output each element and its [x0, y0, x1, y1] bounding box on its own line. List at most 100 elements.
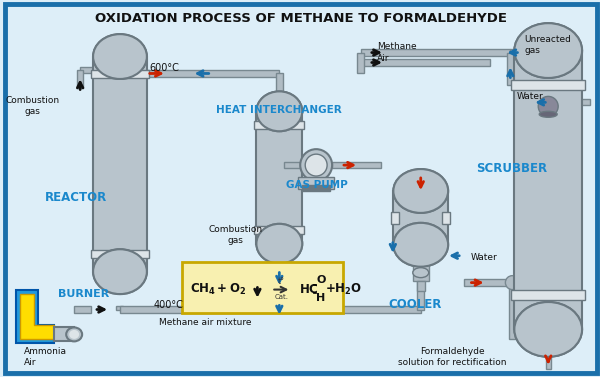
Text: O: O	[316, 274, 326, 285]
Circle shape	[564, 209, 570, 215]
Bar	[415, 197, 417, 239]
Circle shape	[564, 269, 570, 275]
Bar	[138, 63, 140, 266]
Circle shape	[520, 137, 526, 143]
Circle shape	[531, 173, 537, 179]
Bar	[361, 59, 490, 66]
Ellipse shape	[394, 169, 448, 213]
Circle shape	[531, 161, 537, 167]
Circle shape	[520, 257, 526, 263]
Circle shape	[542, 185, 548, 191]
Circle shape	[538, 97, 558, 116]
Circle shape	[542, 113, 548, 119]
Ellipse shape	[93, 34, 147, 79]
Bar	[332, 162, 348, 168]
Circle shape	[300, 149, 332, 181]
Bar	[102, 63, 104, 266]
Bar	[271, 117, 272, 238]
Text: $\mathbf{+ H_2O}$: $\mathbf{+ H_2O}$	[325, 282, 362, 297]
Ellipse shape	[514, 302, 582, 357]
Bar	[262, 115, 297, 240]
Circle shape	[542, 257, 548, 263]
Circle shape	[531, 257, 537, 263]
Ellipse shape	[93, 34, 147, 79]
Bar	[358, 52, 364, 74]
Text: Ammonia: Ammonia	[25, 347, 67, 356]
Bar	[507, 52, 514, 86]
Bar	[543, 339, 553, 353]
Circle shape	[531, 125, 537, 131]
Ellipse shape	[66, 328, 82, 341]
Circle shape	[542, 269, 548, 275]
Circle shape	[542, 173, 548, 179]
Bar	[80, 67, 106, 74]
Ellipse shape	[69, 330, 79, 339]
Circle shape	[564, 257, 570, 263]
Bar	[276, 274, 283, 310]
Text: 400°C: 400°C	[154, 299, 184, 310]
Bar	[429, 197, 431, 239]
Ellipse shape	[256, 91, 302, 131]
Bar	[277, 117, 278, 238]
Circle shape	[564, 245, 570, 251]
Circle shape	[520, 185, 526, 191]
Bar	[254, 121, 304, 129]
Bar	[436, 197, 438, 239]
Circle shape	[520, 149, 526, 155]
Circle shape	[553, 209, 559, 215]
Bar	[256, 111, 302, 244]
Ellipse shape	[514, 23, 582, 78]
Circle shape	[531, 149, 537, 155]
Text: SCRUBBER: SCRUBBER	[476, 162, 548, 175]
Bar	[348, 162, 381, 168]
Circle shape	[553, 221, 559, 227]
Bar	[580, 100, 590, 105]
Bar	[408, 197, 410, 239]
Text: Air: Air	[25, 358, 37, 367]
Bar	[54, 328, 74, 341]
Bar	[511, 290, 585, 300]
Bar	[302, 185, 330, 191]
Bar	[280, 306, 421, 313]
Bar	[283, 117, 284, 238]
Ellipse shape	[93, 249, 147, 294]
Circle shape	[564, 149, 570, 155]
Circle shape	[553, 245, 559, 251]
Circle shape	[553, 137, 559, 143]
Text: OXIDATION PROCESS OF METHANE TO FORMALDEHYDE: OXIDATION PROCESS OF METHANE TO FORMALDE…	[95, 12, 507, 25]
Bar	[514, 51, 582, 329]
Text: Water: Water	[517, 92, 543, 101]
Circle shape	[553, 125, 559, 131]
Circle shape	[520, 233, 526, 239]
Ellipse shape	[539, 111, 557, 117]
Bar	[114, 63, 116, 266]
Ellipse shape	[256, 224, 302, 264]
Bar	[442, 212, 450, 224]
Bar	[464, 279, 512, 286]
Circle shape	[531, 113, 537, 119]
Circle shape	[564, 125, 570, 131]
Bar	[417, 280, 425, 291]
Circle shape	[542, 221, 548, 227]
Circle shape	[531, 137, 537, 143]
Circle shape	[542, 137, 548, 143]
Text: HEAT INTERCHANGER: HEAT INTERCHANGER	[215, 105, 341, 115]
Text: Unreacted
gas: Unreacted gas	[524, 35, 571, 55]
Circle shape	[520, 245, 526, 251]
Circle shape	[531, 185, 537, 191]
Circle shape	[553, 197, 559, 203]
Circle shape	[542, 245, 548, 251]
Text: REACTOR: REACTOR	[45, 192, 107, 204]
Bar	[361, 49, 511, 56]
Bar	[116, 305, 124, 310]
Circle shape	[531, 269, 537, 275]
Text: Water: Water	[470, 253, 497, 262]
Bar	[126, 63, 128, 266]
Circle shape	[542, 149, 548, 155]
Bar	[124, 37, 131, 74]
Ellipse shape	[93, 249, 147, 294]
Text: Combustion
gas: Combustion gas	[208, 225, 263, 245]
Circle shape	[520, 269, 526, 275]
Circle shape	[553, 233, 559, 239]
Ellipse shape	[394, 169, 448, 213]
